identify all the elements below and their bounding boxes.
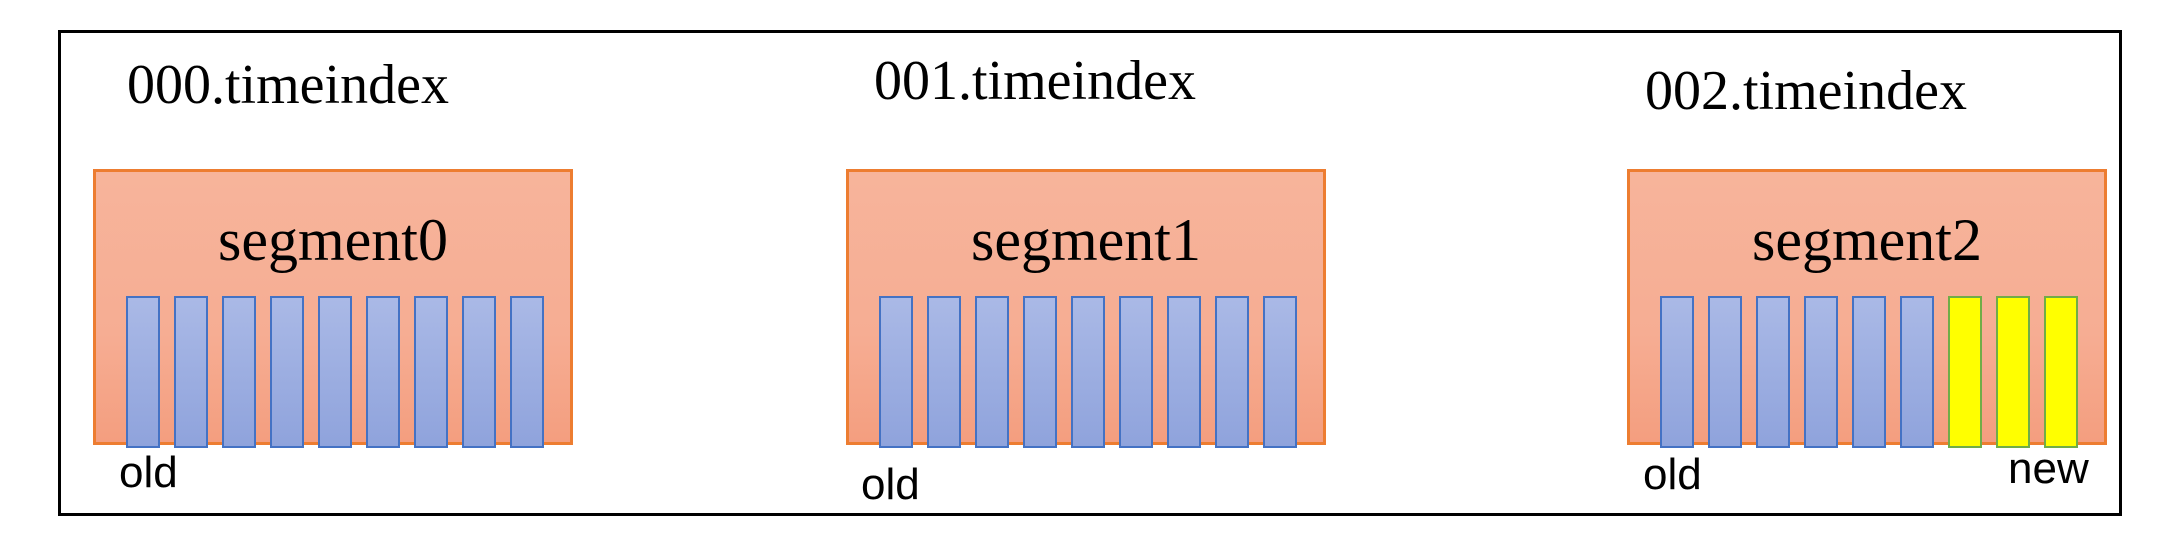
- old-index-entry: [879, 296, 913, 448]
- old-index-entry: [414, 296, 448, 448]
- old-index-entry: [927, 296, 961, 448]
- segment-title: segment0: [218, 207, 448, 273]
- segment-title: segment1: [971, 207, 1201, 273]
- old-index-entry: [222, 296, 256, 448]
- old-index-entry: [174, 296, 208, 448]
- old-index-entry: [318, 296, 352, 448]
- new-label: new: [2008, 444, 2089, 493]
- old-index-entry: [1708, 296, 1742, 448]
- old-index-entry: [126, 296, 160, 448]
- old-label: old: [1643, 450, 1702, 499]
- new-index-entry: [1996, 296, 2030, 448]
- new-index-entry: [1948, 296, 1982, 448]
- old-index-entry: [1119, 296, 1153, 448]
- old-index-entry: [1660, 296, 1694, 448]
- timeindex-file-label: 001.timeindex: [874, 50, 1196, 112]
- segment-box: segment0: [93, 169, 573, 448]
- old-index-entry: [1167, 296, 1201, 448]
- old-index-entry: [1215, 296, 1249, 448]
- old-index-entry: [1804, 296, 1838, 448]
- diagram-frame: 000.timeindex segment0 old 001.timeindex…: [58, 30, 2122, 516]
- old-index-entry: [1023, 296, 1057, 448]
- segment-box: segment2: [1627, 169, 2107, 448]
- old-index-entry: [1852, 296, 1886, 448]
- old-index-entry: [510, 296, 544, 448]
- old-index-entry: [975, 296, 1009, 448]
- old-index-entry: [1071, 296, 1105, 448]
- old-index-entry: [1756, 296, 1790, 448]
- timeindex-file-label: 002.timeindex: [1645, 60, 1967, 122]
- old-index-entry: [462, 296, 496, 448]
- segment-box: segment1: [846, 169, 1326, 448]
- old-label: old: [119, 448, 178, 497]
- old-label: old: [861, 460, 920, 509]
- segment-title: segment2: [1752, 207, 1982, 273]
- new-index-entry: [2044, 296, 2078, 448]
- old-index-entry: [1900, 296, 1934, 448]
- timeindex-file-label: 000.timeindex: [127, 54, 449, 116]
- old-index-entry: [1263, 296, 1297, 448]
- old-index-entry: [270, 296, 304, 448]
- old-index-entry: [366, 296, 400, 448]
